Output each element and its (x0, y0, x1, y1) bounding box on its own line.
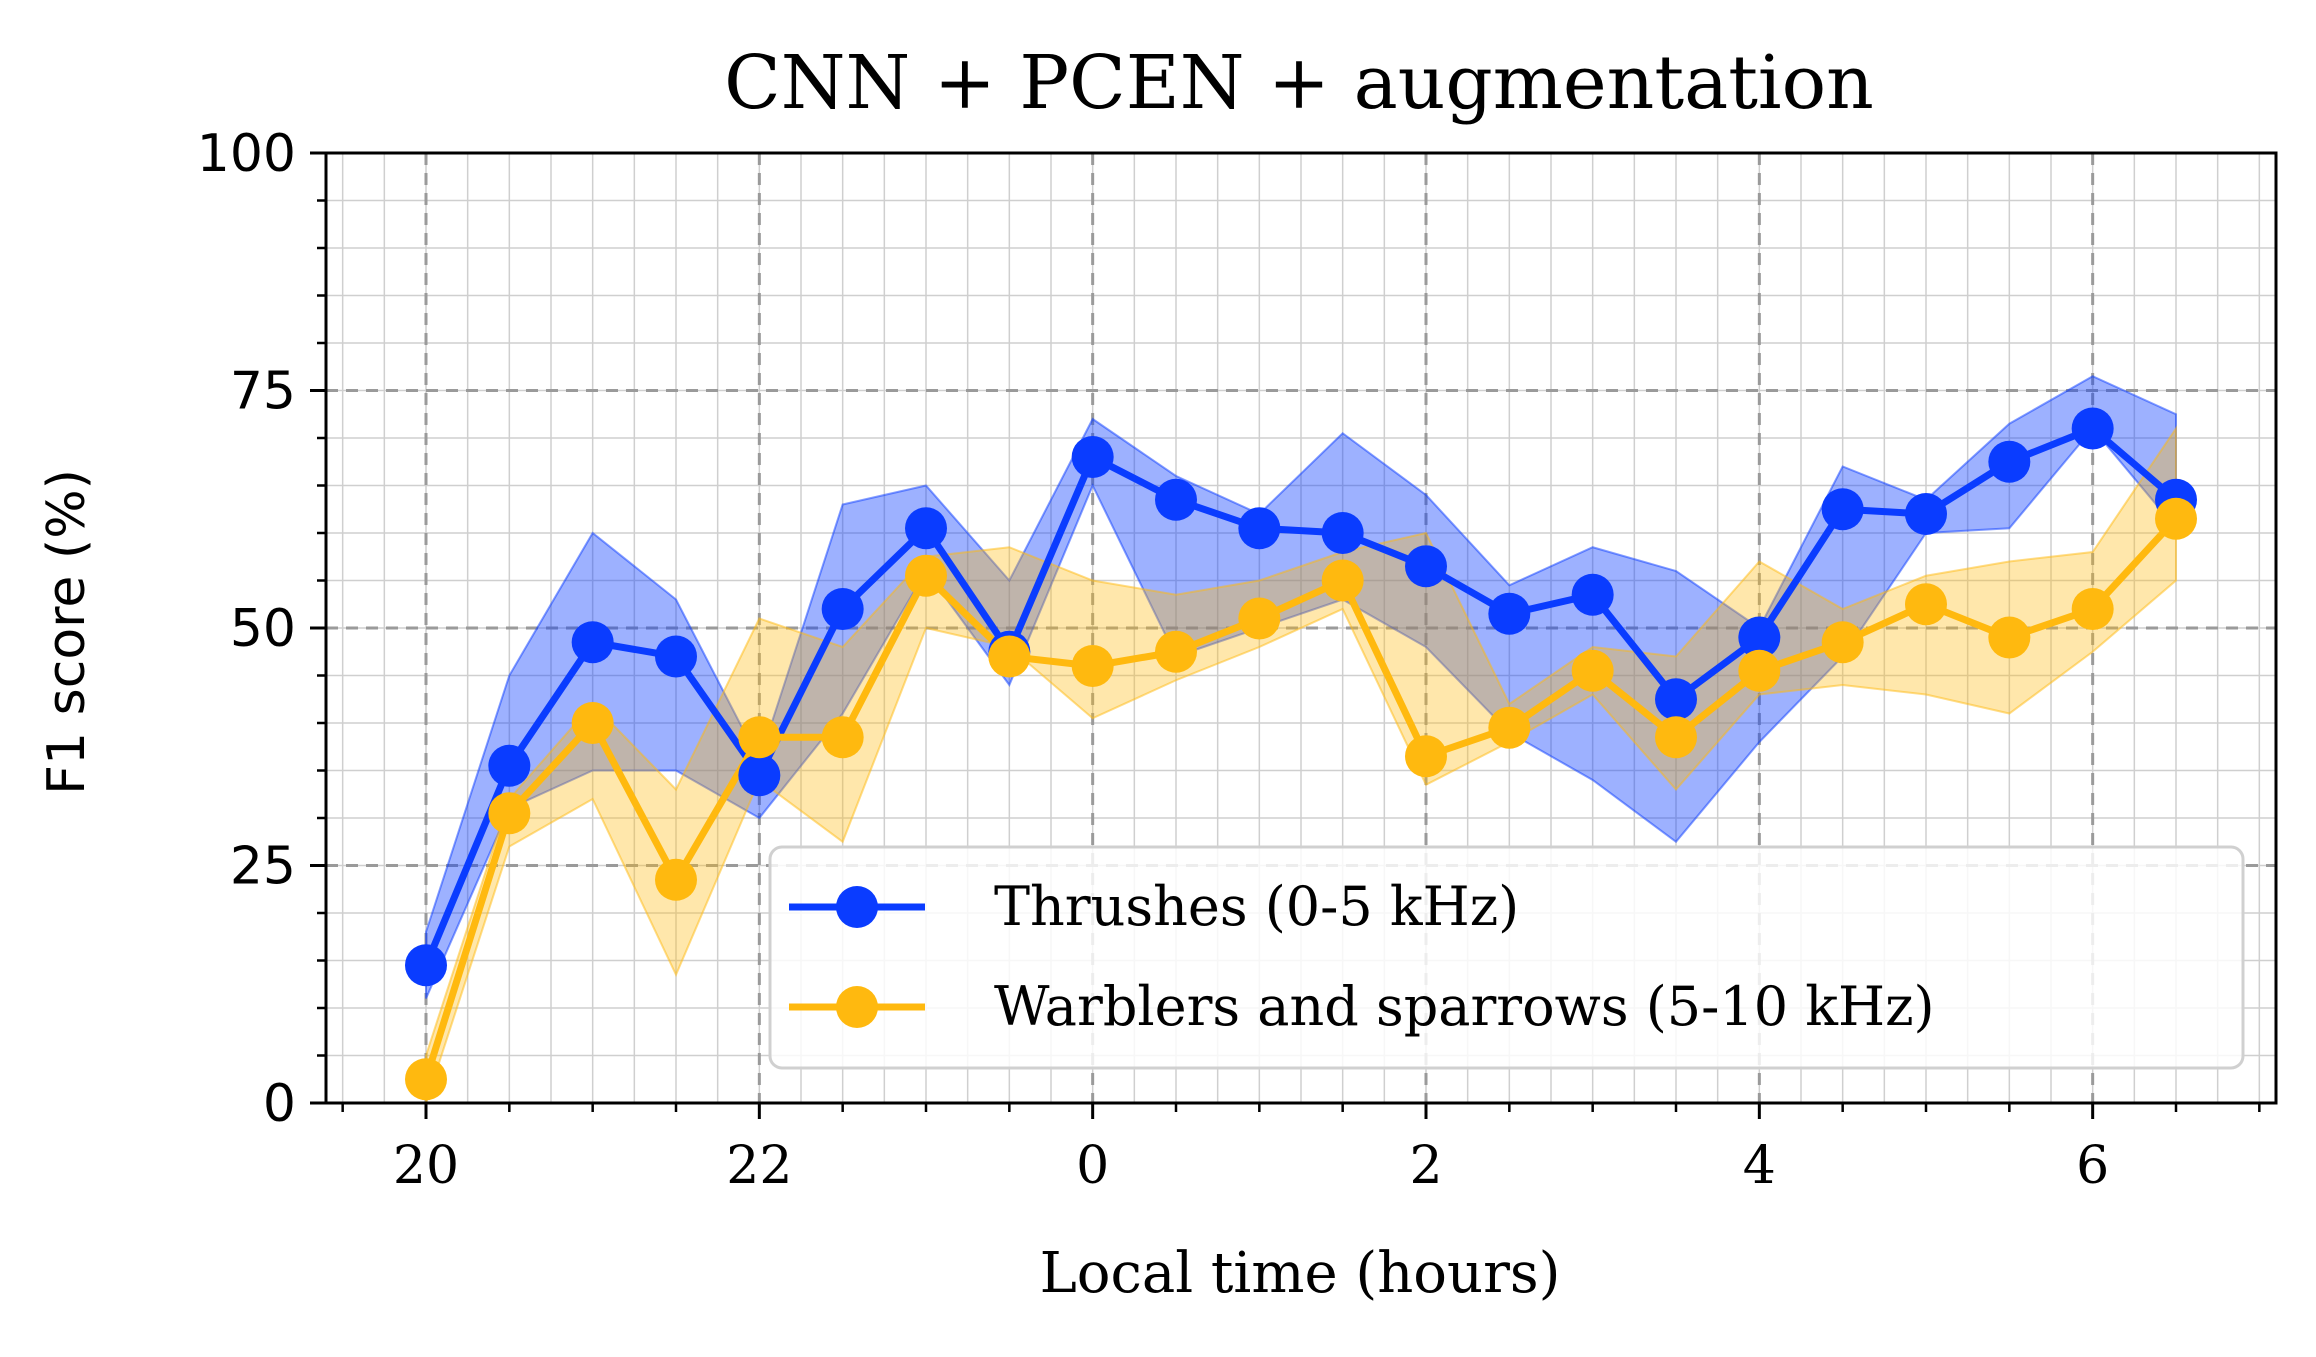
legend-box (768, 845, 2245, 1070)
point-series-1 (738, 716, 781, 759)
point-series-1 (1655, 716, 1697, 759)
point-series-0 (655, 635, 697, 678)
x-tick-label: 4 (1743, 1136, 1776, 1196)
y-tick-labels: 0 25 50 75 100 (197, 124, 296, 1134)
x-tick-label: 6 (2076, 1136, 2109, 1196)
point-series-1 (488, 792, 531, 835)
point-series-0 (1571, 573, 1614, 616)
point-series-0 (488, 744, 531, 787)
point-series-0 (1321, 512, 1364, 554)
point-series-1 (1405, 735, 1447, 778)
point-series-0 (1821, 488, 1864, 531)
point-series-0 (1988, 440, 2031, 483)
point-series-0 (821, 588, 864, 630)
legend-marker-thrushes (836, 886, 878, 928)
point-series-1 (905, 554, 947, 597)
x-tick-labels: 20 22 0 2 4 6 (393, 1136, 2109, 1196)
point-series-1 (1905, 583, 1947, 626)
point-series-0 (1905, 493, 1947, 535)
point-series-0 (1155, 478, 1197, 521)
series-markers (405, 407, 2197, 1101)
point-series-0 (2071, 407, 2114, 450)
chart-title: CNN + PCEN + augmentation (724, 40, 1874, 126)
point-series-0 (905, 507, 947, 550)
y-tick-label: 75 (230, 362, 296, 422)
point-series-1 (1238, 597, 1281, 640)
band-series-1 (425, 425, 2177, 1104)
point-series-0 (1488, 592, 1531, 635)
x-tick-label: 0 (1076, 1136, 1109, 1196)
point-series-1 (2155, 497, 2197, 540)
series-lines (422, 425, 2179, 1081)
point-series-0 (1071, 436, 1114, 478)
y-axis-label: F1 score (%) (37, 469, 97, 795)
x-tick-label: 20 (393, 1136, 459, 1196)
y-tick-label: 100 (197, 124, 296, 184)
y-tick-label: 0 (263, 1074, 296, 1134)
point-series-1 (1571, 649, 1614, 692)
y-tick-label: 25 (230, 837, 296, 897)
legend-label-warblers: Warblers and sparrows (5-10 kHz) (994, 975, 1935, 1038)
point-series-0 (1655, 678, 1697, 721)
point-series-1 (405, 1058, 447, 1101)
x-tick-label: 2 (1409, 1136, 1442, 1196)
axis-ticks (310, 151, 2261, 1119)
point-series-0 (1738, 616, 1781, 659)
point-series-0 (738, 754, 781, 797)
point-series-1 (655, 858, 697, 901)
point-series-1 (1738, 649, 1781, 692)
y-tick-label: 50 (230, 599, 296, 659)
point-series-1 (1488, 706, 1531, 749)
legend-label-thrushes: Thrushes (0-5 kHz) (994, 875, 1519, 938)
point-series-1 (2071, 588, 2114, 630)
x-tick-label: 22 (726, 1136, 792, 1196)
point-series-0 (1405, 545, 1447, 588)
point-series-1 (571, 702, 614, 744)
legend: Thrushes (0-5 kHz) Warblers and sparrows… (768, 845, 2245, 1070)
line-series-0 (422, 425, 2179, 967)
point-series-1 (1071, 645, 1114, 687)
point-series-0 (571, 621, 614, 664)
point-series-1 (988, 635, 1031, 678)
point-series-1 (1821, 621, 1864, 664)
x-axis-label: Local time (hours) (1040, 1241, 1561, 1306)
legend-marker-warblers (836, 986, 878, 1028)
point-series-1 (1321, 559, 1364, 602)
point-series-1 (1988, 616, 2031, 659)
point-series-1 (821, 716, 864, 759)
line-series-1 (422, 516, 2179, 1081)
point-series-0 (405, 944, 447, 987)
point-series-0 (1238, 507, 1281, 550)
point-series-1 (1155, 630, 1197, 673)
